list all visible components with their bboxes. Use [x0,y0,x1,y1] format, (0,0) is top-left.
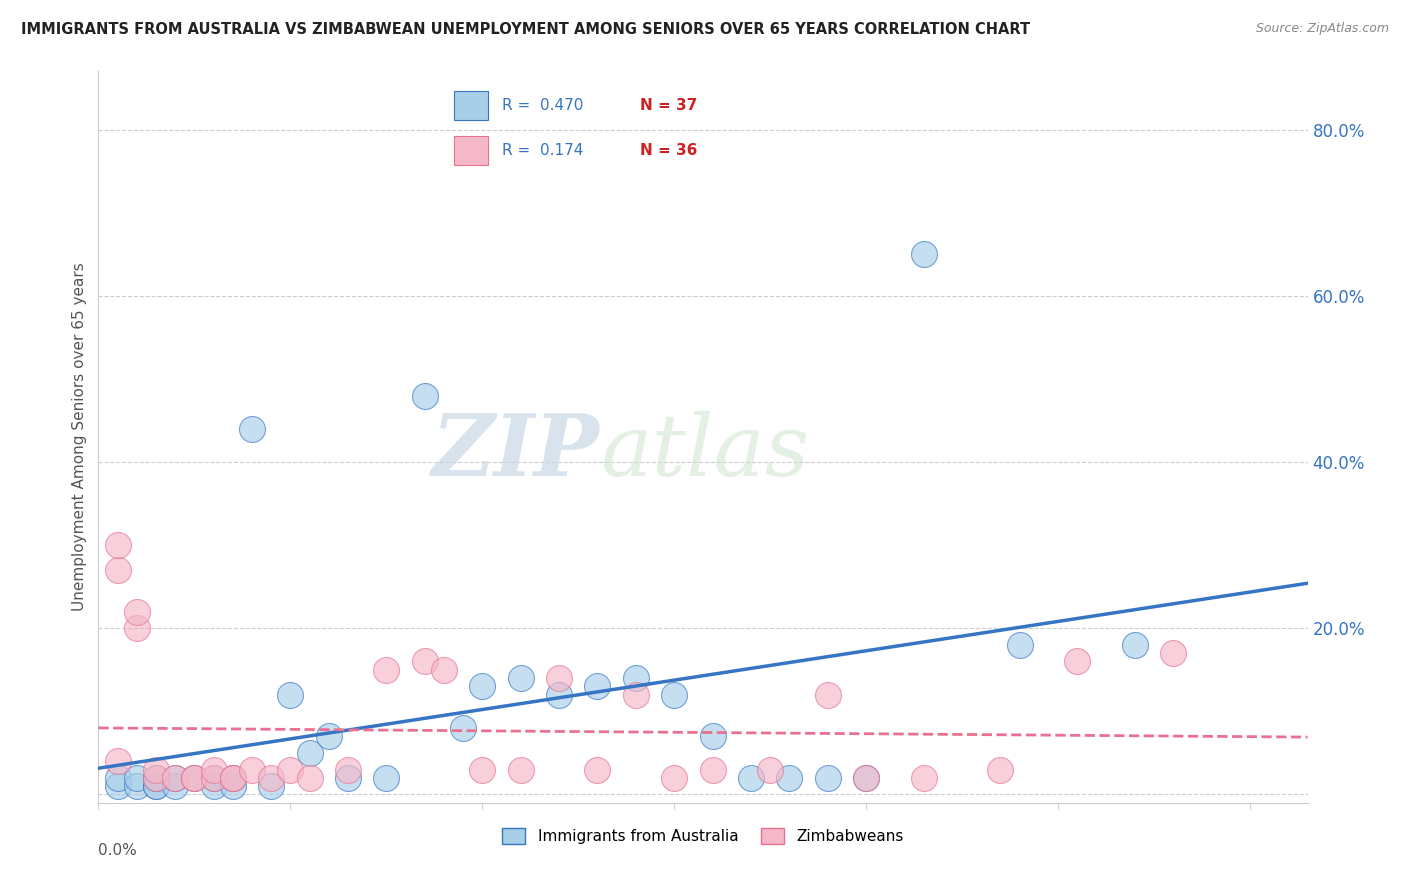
Text: R =  0.174: R = 0.174 [502,144,583,158]
Point [107,779,129,793]
Text: 0.0%: 0.0% [98,843,138,858]
Point [145,779,167,793]
Point [202,771,225,785]
Point [165,771,187,785]
Point [624,671,647,685]
Point [222,771,245,785]
Point [413,655,436,669]
Point [183,771,205,785]
Point [855,771,877,785]
Point [107,538,129,552]
Point [375,771,398,785]
Point [280,763,302,777]
Point [624,688,647,702]
Text: atlas: atlas [600,410,810,493]
Text: N = 37: N = 37 [640,98,697,113]
Text: R =  0.470: R = 0.470 [502,98,583,113]
Point [1123,638,1146,652]
Point [1161,646,1184,660]
Point [817,688,839,702]
Bar [454,136,488,165]
Point [336,763,359,777]
Point [509,671,531,685]
Point [145,771,167,785]
Point [664,688,686,702]
Point [759,763,782,777]
Point [165,779,187,793]
Point [336,771,359,785]
Bar [454,91,488,120]
Point [912,771,935,785]
Point [145,779,167,793]
Point [125,605,148,619]
Text: Source: ZipAtlas.com: Source: ZipAtlas.com [1256,22,1389,36]
Point [586,680,609,694]
Point [107,563,129,577]
Y-axis label: Unemployment Among Seniors over 65 years: Unemployment Among Seniors over 65 years [72,263,87,611]
Point [375,663,398,677]
Point [145,763,167,777]
Point [740,771,762,785]
Point [260,771,283,785]
Point [202,771,225,785]
Point [1008,638,1031,652]
Point [664,771,686,785]
Point [318,729,340,743]
Point [202,779,225,793]
Point [433,663,456,677]
Text: N = 36: N = 36 [640,144,697,158]
Point [702,763,724,777]
Point [990,763,1012,777]
Point [222,771,245,785]
Point [183,771,205,785]
Point [240,763,263,777]
Point [145,771,167,785]
Point [586,763,609,777]
Point [183,771,205,785]
Point [817,771,839,785]
Point [855,771,877,785]
Point [260,779,283,793]
Point [107,771,129,785]
Point [125,779,148,793]
Point [125,771,148,785]
Point [413,388,436,402]
Point [125,621,148,635]
Point [222,779,245,793]
Point [451,721,474,735]
Text: ZIP: ZIP [433,410,600,493]
Point [702,729,724,743]
Point [107,754,129,768]
Point [222,771,245,785]
Point [509,763,531,777]
Point [202,763,225,777]
Point [548,671,571,685]
Point [471,680,494,694]
Point [165,771,187,785]
Point [298,771,321,785]
Legend: Immigrants from Australia, Zimbabweans: Immigrants from Australia, Zimbabweans [496,822,910,850]
Point [280,688,302,702]
Point [548,688,571,702]
Point [912,247,935,261]
Point [1066,655,1088,669]
Text: IMMIGRANTS FROM AUSTRALIA VS ZIMBABWEAN UNEMPLOYMENT AMONG SENIORS OVER 65 YEARS: IMMIGRANTS FROM AUSTRALIA VS ZIMBABWEAN … [21,22,1031,37]
Point [471,763,494,777]
Point [778,771,800,785]
Point [240,422,263,436]
Point [298,746,321,760]
